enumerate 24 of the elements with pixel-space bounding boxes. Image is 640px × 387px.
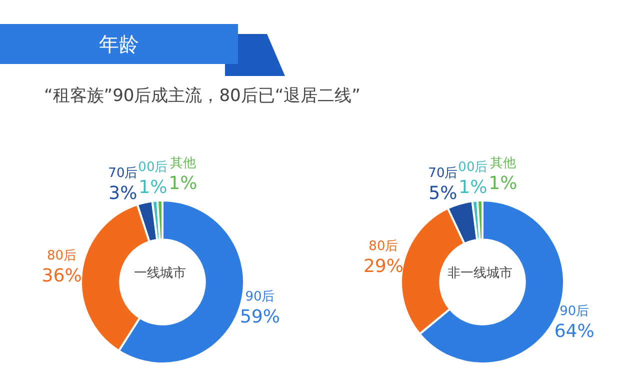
slice-label: 70后	[428, 166, 458, 181]
text: 年龄	[0, 24, 238, 64]
text: “租客族”90后成主流，80后已“退居二线”	[44, 85, 360, 107]
slice-label: 80后	[47, 248, 77, 264]
slice-label: 00后	[458, 160, 488, 175]
data-label: 29%	[363, 256, 404, 277]
data-label: 5%	[428, 182, 458, 204]
data-label: 64%	[554, 321, 594, 342]
data-label: 1%	[168, 172, 198, 194]
slice-label: 90后	[560, 304, 590, 320]
slice-label: 90后	[245, 289, 275, 304]
data-label: 1%	[458, 176, 488, 198]
slice-label: 70后	[108, 166, 138, 181]
data-label: 36%	[42, 265, 82, 286]
slice-label: 00后	[138, 160, 168, 175]
slice-label: 其他	[490, 156, 516, 171]
slice-label: 80后	[368, 238, 398, 254]
text: 非一线城市	[446, 265, 514, 283]
data-label: 59%	[240, 306, 280, 328]
text: 一线城市	[133, 265, 187, 283]
data-label: 1%	[138, 176, 168, 198]
data-label: 3%	[108, 182, 138, 204]
data-label: 1%	[488, 172, 518, 194]
slice-label: 其他	[170, 156, 196, 171]
